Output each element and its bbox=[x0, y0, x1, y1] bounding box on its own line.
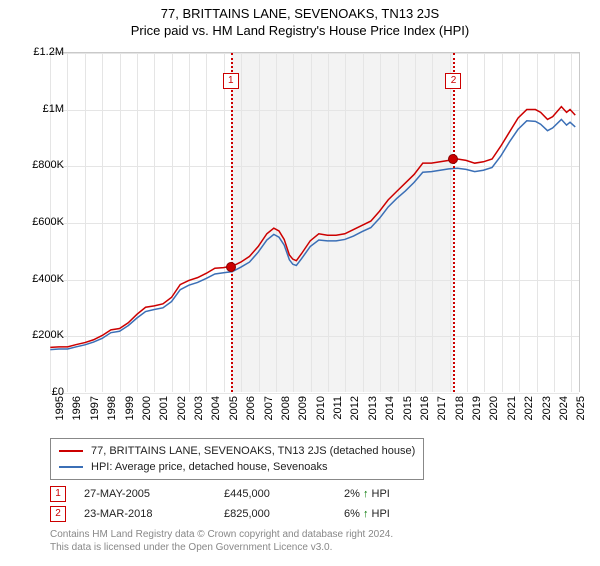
x-axis-tick-label: 2001 bbox=[158, 396, 170, 420]
sale-date: 27-MAY-2005 bbox=[84, 488, 224, 500]
x-axis-tick-label: 2023 bbox=[541, 396, 553, 420]
y-axis-tick-label: £800K bbox=[20, 159, 64, 171]
x-axis-tick-label: 2006 bbox=[245, 396, 257, 420]
legend-swatch bbox=[59, 466, 83, 468]
legend-item-property: 77, BRITTAINS LANE, SEVENOAKS, TN13 2JS … bbox=[59, 443, 415, 459]
y-axis-tick-label: £600K bbox=[20, 216, 64, 228]
legend-label: HPI: Average price, detached house, Seve… bbox=[91, 459, 327, 475]
x-axis-tick-label: 2017 bbox=[436, 396, 448, 420]
arrow-up-icon: ↑ bbox=[363, 508, 369, 520]
x-axis-tick-label: 1999 bbox=[124, 396, 136, 420]
series-line-hpi bbox=[50, 119, 575, 349]
y-axis-tick-label: £400K bbox=[20, 273, 64, 285]
x-axis-tick-label: 1995 bbox=[54, 396, 66, 420]
x-axis-tick-label: 2016 bbox=[419, 396, 431, 420]
sale-diff: 2% ↑ HPI bbox=[344, 488, 444, 500]
x-axis-tick-label: 2004 bbox=[210, 396, 222, 420]
x-axis-tick-label: 2012 bbox=[349, 396, 361, 420]
x-axis-tick-label: 2007 bbox=[263, 396, 275, 420]
legend-swatch bbox=[59, 450, 83, 452]
sale-index-badge: 1 bbox=[50, 486, 66, 502]
sale-diff: 6% ↑ HPI bbox=[344, 508, 444, 520]
series-line-property bbox=[50, 107, 575, 348]
y-axis-tick-label: £1.2M bbox=[20, 46, 64, 58]
arrow-up-icon: ↑ bbox=[363, 488, 369, 500]
legend-item-hpi: HPI: Average price, detached house, Seve… bbox=[59, 459, 415, 475]
sale-row: 1 27-MAY-2005 £445,000 2% ↑ HPI bbox=[50, 484, 444, 504]
x-axis-tick-label: 2021 bbox=[506, 396, 518, 420]
chart-title: 77, BRITTAINS LANE, SEVENOAKS, TN13 2JS bbox=[0, 6, 600, 21]
x-axis-tick-label: 1998 bbox=[106, 396, 118, 420]
chart-container: 77, BRITTAINS LANE, SEVENOAKS, TN13 2JS … bbox=[0, 6, 600, 566]
sale-price: £825,000 bbox=[224, 508, 344, 520]
sale-index-badge: 2 bbox=[50, 506, 66, 522]
sale-marker bbox=[448, 154, 458, 164]
x-axis-tick-label: 2020 bbox=[488, 396, 500, 420]
x-axis-tick-label: 1996 bbox=[71, 396, 83, 420]
x-axis-tick-label: 2002 bbox=[176, 396, 188, 420]
legend-label: 77, BRITTAINS LANE, SEVENOAKS, TN13 2JS … bbox=[91, 443, 415, 459]
x-axis-tick-label: 2005 bbox=[228, 396, 240, 420]
x-axis-tick-label: 2010 bbox=[315, 396, 327, 420]
x-axis-tick-label: 2014 bbox=[384, 396, 396, 420]
x-axis-tick-label: 2011 bbox=[332, 396, 344, 420]
footer-attribution: Contains HM Land Registry data © Crown c… bbox=[50, 528, 393, 554]
x-axis-tick-label: 2018 bbox=[454, 396, 466, 420]
x-axis-tick-label: 2003 bbox=[193, 396, 205, 420]
x-axis-tick-label: 2008 bbox=[280, 396, 292, 420]
sales-table: 1 27-MAY-2005 £445,000 2% ↑ HPI 2 23-MAR… bbox=[50, 484, 444, 524]
sale-index-badge: 1 bbox=[223, 73, 239, 89]
x-axis-tick-label: 2024 bbox=[558, 396, 570, 420]
sale-price: £445,000 bbox=[224, 488, 344, 500]
x-axis-tick-label: 2000 bbox=[141, 396, 153, 420]
plot-area: 12 bbox=[50, 52, 580, 392]
y-axis-tick-label: £200K bbox=[20, 329, 64, 341]
x-axis-tick-label: 2019 bbox=[471, 396, 483, 420]
line-series-svg bbox=[50, 53, 579, 392]
legend: 77, BRITTAINS LANE, SEVENOAKS, TN13 2JS … bbox=[50, 438, 424, 480]
x-axis-tick-label: 1997 bbox=[89, 396, 101, 420]
y-axis-tick-label: £1M bbox=[20, 103, 64, 115]
footer-line: This data is licensed under the Open Gov… bbox=[50, 541, 393, 554]
x-axis-tick-label: 2015 bbox=[402, 396, 414, 420]
chart-subtitle: Price paid vs. HM Land Registry's House … bbox=[0, 23, 600, 38]
footer-line: Contains HM Land Registry data © Crown c… bbox=[50, 528, 393, 541]
x-axis-tick-label: 2022 bbox=[523, 396, 535, 420]
sale-date: 23-MAR-2018 bbox=[84, 508, 224, 520]
x-axis-tick-label: 2009 bbox=[297, 396, 309, 420]
x-axis-tick-label: 2013 bbox=[367, 396, 379, 420]
sale-marker bbox=[226, 262, 236, 272]
sale-row: 2 23-MAR-2018 £825,000 6% ↑ HPI bbox=[50, 504, 444, 524]
x-axis-tick-label: 2025 bbox=[575, 396, 587, 420]
sale-index-badge: 2 bbox=[445, 73, 461, 89]
